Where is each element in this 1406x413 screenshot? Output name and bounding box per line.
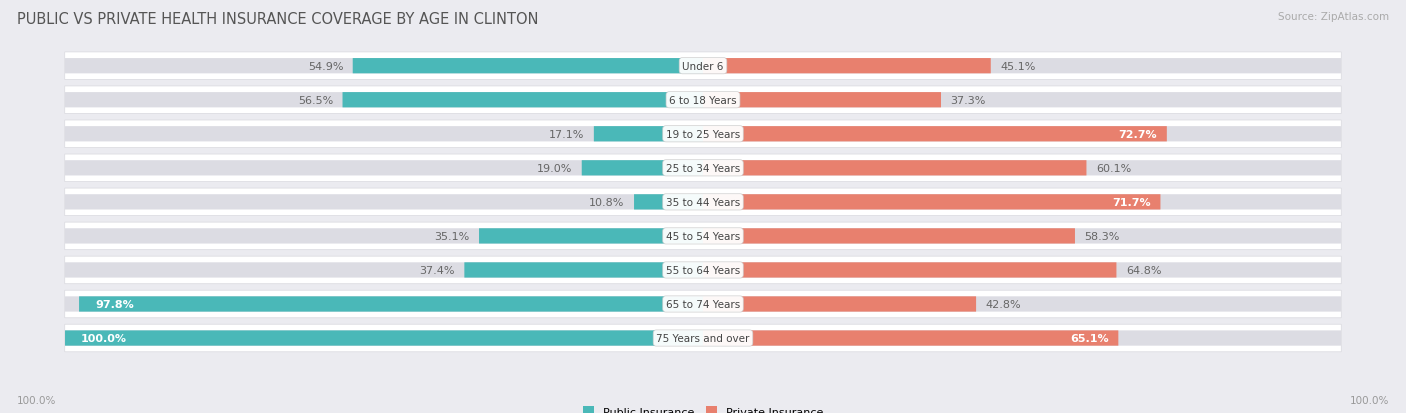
FancyBboxPatch shape: [582, 161, 703, 176]
Text: 54.9%: 54.9%: [308, 62, 343, 71]
FancyBboxPatch shape: [65, 127, 1341, 142]
FancyBboxPatch shape: [65, 189, 1341, 216]
FancyBboxPatch shape: [65, 195, 1341, 210]
Text: 97.8%: 97.8%: [96, 299, 134, 309]
FancyBboxPatch shape: [703, 229, 1076, 244]
FancyBboxPatch shape: [703, 263, 1116, 278]
Text: 10.8%: 10.8%: [589, 197, 624, 207]
Text: 100.0%: 100.0%: [82, 333, 127, 343]
Text: 65 to 74 Years: 65 to 74 Years: [666, 299, 740, 309]
Text: PUBLIC VS PRIVATE HEALTH INSURANCE COVERAGE BY AGE IN CLINTON: PUBLIC VS PRIVATE HEALTH INSURANCE COVER…: [17, 12, 538, 27]
Text: 65.1%: 65.1%: [1070, 333, 1109, 343]
FancyBboxPatch shape: [65, 121, 1341, 148]
Text: 19 to 25 Years: 19 to 25 Years: [666, 129, 740, 140]
Text: 19.0%: 19.0%: [537, 164, 572, 173]
FancyBboxPatch shape: [65, 154, 1341, 182]
FancyBboxPatch shape: [703, 161, 1087, 176]
FancyBboxPatch shape: [703, 93, 941, 108]
FancyBboxPatch shape: [65, 59, 1341, 74]
Text: 17.1%: 17.1%: [548, 129, 585, 140]
Text: 42.8%: 42.8%: [986, 299, 1021, 309]
FancyBboxPatch shape: [65, 161, 1341, 176]
Text: 58.3%: 58.3%: [1084, 231, 1119, 241]
Text: 71.7%: 71.7%: [1112, 197, 1152, 207]
FancyBboxPatch shape: [703, 297, 976, 312]
FancyBboxPatch shape: [65, 256, 1341, 284]
FancyBboxPatch shape: [65, 330, 703, 346]
FancyBboxPatch shape: [703, 127, 1167, 142]
Text: 35.1%: 35.1%: [434, 231, 470, 241]
FancyBboxPatch shape: [353, 59, 703, 74]
FancyBboxPatch shape: [703, 330, 1118, 346]
Text: 6 to 18 Years: 6 to 18 Years: [669, 95, 737, 105]
FancyBboxPatch shape: [65, 223, 1341, 250]
FancyBboxPatch shape: [65, 229, 1341, 244]
Text: 45.1%: 45.1%: [1000, 62, 1036, 71]
FancyBboxPatch shape: [65, 93, 1341, 108]
FancyBboxPatch shape: [464, 263, 703, 278]
Text: 64.8%: 64.8%: [1126, 265, 1161, 275]
FancyBboxPatch shape: [65, 87, 1341, 114]
FancyBboxPatch shape: [593, 127, 703, 142]
FancyBboxPatch shape: [634, 195, 703, 210]
FancyBboxPatch shape: [65, 297, 1341, 312]
Text: Source: ZipAtlas.com: Source: ZipAtlas.com: [1278, 12, 1389, 22]
FancyBboxPatch shape: [343, 93, 703, 108]
Text: 25 to 34 Years: 25 to 34 Years: [666, 164, 740, 173]
FancyBboxPatch shape: [79, 297, 703, 312]
Text: 37.3%: 37.3%: [950, 95, 986, 105]
Text: 100.0%: 100.0%: [17, 395, 56, 405]
FancyBboxPatch shape: [703, 195, 1160, 210]
FancyBboxPatch shape: [479, 229, 703, 244]
FancyBboxPatch shape: [65, 290, 1341, 318]
Text: 75 Years and over: 75 Years and over: [657, 333, 749, 343]
Text: Under 6: Under 6: [682, 62, 724, 71]
Text: 72.7%: 72.7%: [1119, 129, 1157, 140]
FancyBboxPatch shape: [703, 59, 991, 74]
FancyBboxPatch shape: [65, 53, 1341, 80]
FancyBboxPatch shape: [65, 263, 1341, 278]
Text: 55 to 64 Years: 55 to 64 Years: [666, 265, 740, 275]
Legend: Public Insurance, Private Insurance: Public Insurance, Private Insurance: [583, 406, 823, 413]
Text: 60.1%: 60.1%: [1095, 164, 1132, 173]
Text: 56.5%: 56.5%: [298, 95, 333, 105]
FancyBboxPatch shape: [65, 330, 1341, 346]
Text: 37.4%: 37.4%: [419, 265, 456, 275]
Text: 100.0%: 100.0%: [1350, 395, 1389, 405]
Text: 35 to 44 Years: 35 to 44 Years: [666, 197, 740, 207]
FancyBboxPatch shape: [65, 325, 1341, 352]
Text: 45 to 54 Years: 45 to 54 Years: [666, 231, 740, 241]
